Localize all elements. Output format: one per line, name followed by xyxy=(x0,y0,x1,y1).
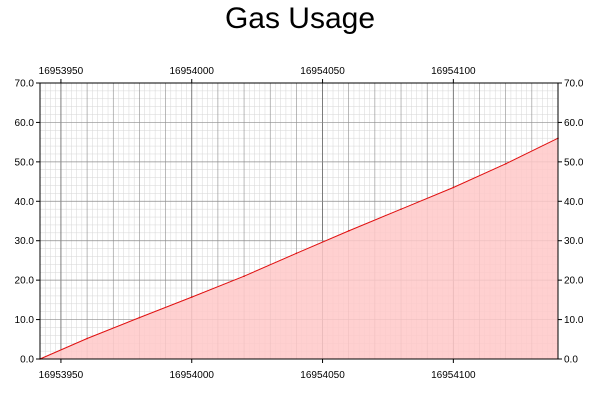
data-point xyxy=(295,252,298,255)
y-tick-label-right: 30.0 xyxy=(564,236,584,247)
axis-labels: 0.0 0.0 10.0 10.0 20.0 20.0 30.0 30.0 40.0 40.0 50… xyxy=(15,66,584,381)
x-tick-label-bottom: 16953950 xyxy=(39,370,84,381)
y-tick-label-right: 60.0 xyxy=(564,118,584,129)
data-point xyxy=(452,186,455,189)
y-tick-label-left: 50.0 xyxy=(15,157,35,168)
y-tick-label-left: 40.0 xyxy=(15,197,35,208)
data-point xyxy=(400,208,402,210)
y-tick-label-right: 20.0 xyxy=(564,276,584,287)
y-tick-label-left: 0.0 xyxy=(20,355,34,366)
y-tick-label-right: 0.0 xyxy=(564,355,578,366)
x-tick-label-top: 16954050 xyxy=(300,66,345,77)
x-tick-label-bottom: 16954000 xyxy=(169,370,214,381)
data-point xyxy=(504,163,507,165)
data-point xyxy=(190,296,193,298)
plot-frame xyxy=(39,82,559,360)
y-tick-label-left: 70.0 xyxy=(15,79,35,90)
x-tick-label-top: 16954000 xyxy=(169,66,214,77)
y-tick-label-left: 30.0 xyxy=(15,236,35,247)
y-tick-label-left: 60.0 xyxy=(15,118,35,129)
y-tick-label-right: 40.0 xyxy=(564,197,584,208)
y-tick-label-left: 10.0 xyxy=(15,315,35,326)
y-tick-label-left: 20.0 xyxy=(15,276,35,287)
y-tick-label-right: 50.0 xyxy=(564,157,584,168)
axis-ticks xyxy=(36,79,562,363)
x-tick-label-bottom: 16954050 xyxy=(300,370,345,381)
x-tick-label-top: 16953950 xyxy=(39,66,84,77)
chart-title: Gas Usage xyxy=(224,2,376,35)
data-point xyxy=(86,337,88,340)
x-tick-label-bottom: 16954100 xyxy=(431,370,476,381)
y-tick-label-right: 10.0 xyxy=(564,315,584,326)
data-point xyxy=(138,316,141,319)
data-point xyxy=(347,230,350,232)
x-tick-label-top: 16954100 xyxy=(431,66,476,77)
data-point xyxy=(243,275,245,278)
y-tick-label-right: 70.0 xyxy=(564,79,584,90)
series-area-fill xyxy=(40,138,558,359)
